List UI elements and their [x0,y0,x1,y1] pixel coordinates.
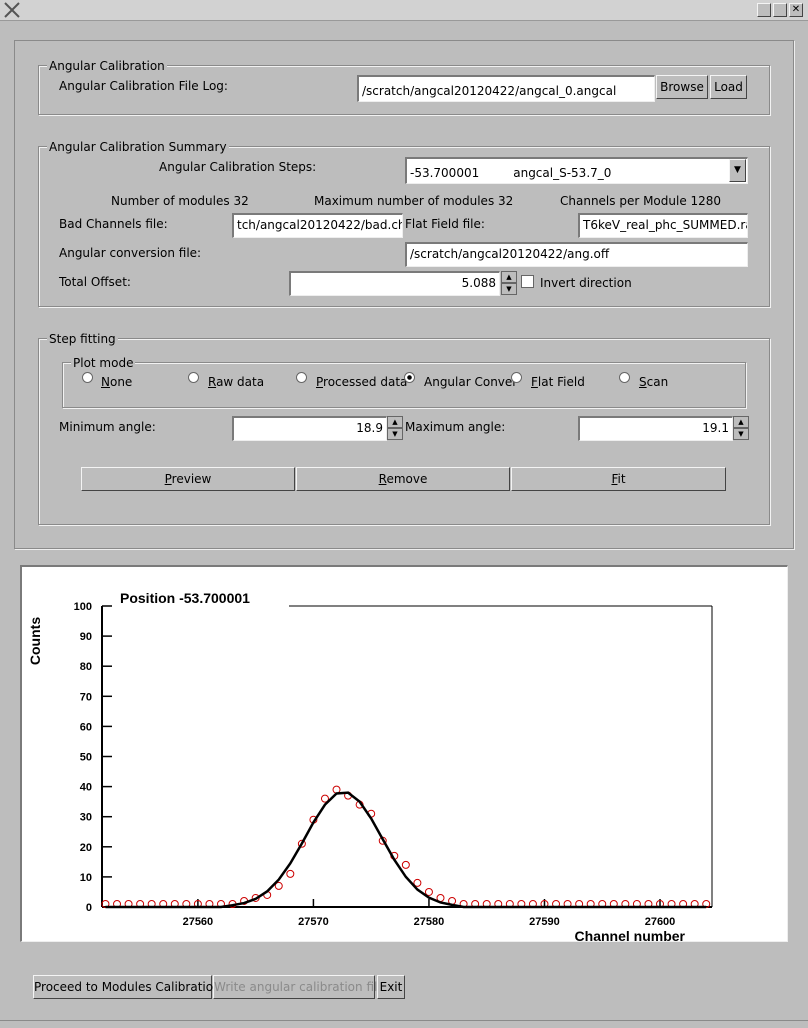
chart-title: Position -53.700001 [120,590,250,606]
proceed-button[interactable]: Proceed to Modules Calibration [33,975,221,999]
radio-button-checked[interactable] [404,372,415,383]
label: Flat Field file: [405,217,485,231]
label: Angular Calibration File Log: [59,79,228,93]
data-point [274,881,283,890]
info-text: Channels per Module 1280 [560,194,722,208]
offset-input[interactable]: 5.088 [289,271,500,296]
combo-position: -53.700001 [410,166,480,180]
label: Minimum angle: [59,420,156,434]
x-tick-label: 27560 [183,916,214,928]
spin-down[interactable]: ▼ [733,428,749,440]
step-fitting-group [38,338,770,525]
plot-mode-group [62,362,746,408]
y-tick-label: 70 [80,691,92,703]
flat-field-input[interactable]: T6keV_real_phc_SUMMED.raw [578,213,748,238]
bad-channels-input[interactable]: tch/angcal20120422/bad.chan [232,213,403,238]
data-point [401,860,410,869]
data-point [424,887,433,896]
y-tick-label: 20 [80,842,92,854]
steps-combo[interactable]: -53.700001 angcal_S-53.7_0 [405,157,748,184]
remove-button[interactable]: Remove [296,467,510,491]
radio-button[interactable] [296,372,307,383]
min-angle-input[interactable]: 18.9 [232,416,387,441]
write-file-button: Write angular calibration file [213,975,385,999]
summary-group [38,146,770,307]
invert-checkbox[interactable] [521,275,534,288]
chart: Position -53.700001 Counts Channel numbe… [20,565,788,942]
info-text: Maximum number of modules 32 [314,194,514,208]
x-tick-label: 27600 [645,916,676,928]
load-button[interactable]: Load [710,75,747,99]
calibration-group [38,65,770,115]
radio-label: Flat Field [531,375,585,389]
radio-button[interactable] [619,372,630,383]
fit-line [105,791,707,909]
y-axis-label: Counts [27,617,43,665]
spin-down[interactable]: ▼ [501,283,517,295]
radio-button[interactable] [82,372,93,383]
file-log-input[interactable]: /scratch/angcal20120422/angcal_0.angcal [357,75,655,102]
bottom-edge [0,1020,808,1021]
radio-button[interactable] [511,372,522,383]
spin-up[interactable]: ▲ [733,416,749,428]
max-angle-input[interactable]: 19.1 [578,416,733,441]
spin-up[interactable]: ▲ [387,416,403,428]
label: Bad Channels file: [59,217,168,231]
y-tick-label: 30 [80,812,92,824]
data-point [320,794,329,803]
y-tick-label: 50 [80,752,92,764]
label: Total Offset: [59,275,131,289]
label: Invert direction [540,276,632,290]
exit-button[interactable]: Exit [377,975,405,999]
radio-label: Angular Conver [424,375,518,389]
x-tick-label: 27570 [298,916,329,928]
conversion-input[interactable]: /scratch/angcal20120422/ang.off [405,242,748,267]
settings-frame [14,40,794,549]
label: Angular conversion file: [59,246,202,260]
radio-button[interactable] [188,372,199,383]
spin-up[interactable]: ▲ [501,271,517,283]
radio-label: None [101,375,133,389]
group-legend: Step fitting [47,332,118,346]
x-tick-label: 27580 [414,916,445,928]
info-text: Number of modules 32 [111,194,249,208]
y-tick-label: 80 [80,661,92,673]
x-tick-label: 27590 [529,916,560,928]
group-legend: Plot mode [71,356,136,370]
y-tick-label: 60 [80,721,92,733]
label: Angular Calibration Steps: [159,160,317,174]
label: Maximum angle: [405,420,506,434]
browse-button[interactable]: Browse [656,75,708,99]
y-tick-label: 40 [80,782,92,794]
group-legend: Angular Calibration Summary [47,140,229,154]
close-button[interactable]: ✕ [789,3,803,17]
group-legend: Angular Calibration [47,59,167,73]
y-tick-label: 10 [80,872,92,884]
app-icon [4,2,20,18]
spin-down[interactable]: ▼ [387,428,403,440]
preview-button[interactable]: Preview [81,467,295,491]
combo-arrow[interactable]: ▼ [729,159,746,182]
fit-button[interactable]: Fit [511,467,726,491]
x-axis-label: Channel number [575,928,686,942]
radio-label: Scan [639,375,669,389]
maximize-button[interactable] [773,3,787,17]
radio-label: Processed data [316,375,408,389]
minimize-button[interactable] [757,3,771,17]
data-point [332,785,341,794]
title-bar: ✕ [0,0,808,21]
radio-label: Raw data [208,375,265,389]
combo-name: angcal_S-53.7_0 [513,166,612,180]
data-point [413,878,422,887]
data-point [297,839,306,848]
y-tick-label: 0 [86,902,92,914]
y-tick-label: 100 [74,601,92,613]
y-tick-label: 90 [80,631,92,643]
data-point [286,869,295,878]
